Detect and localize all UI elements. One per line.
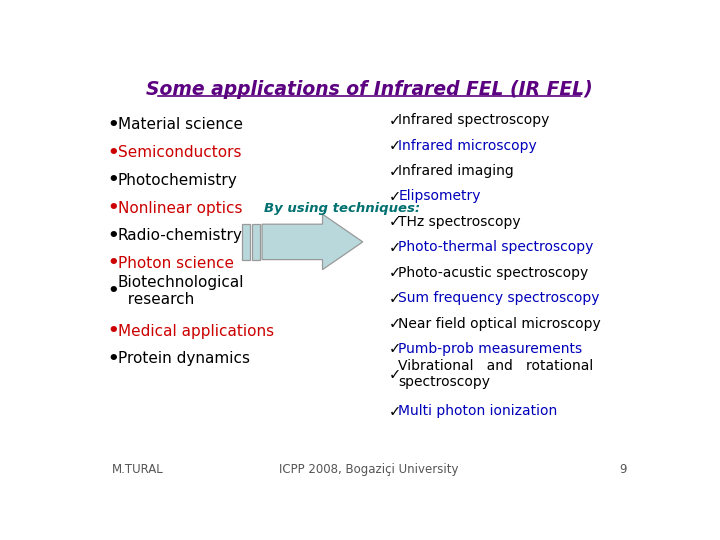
Text: ✓: ✓ bbox=[389, 113, 402, 128]
Text: ICPP 2008, Bogaziçi University: ICPP 2008, Bogaziçi University bbox=[279, 463, 459, 476]
Text: •: • bbox=[107, 116, 119, 134]
Text: M.TURAL: M.TURAL bbox=[112, 463, 163, 476]
Text: •: • bbox=[107, 350, 119, 368]
Text: Multi photon ionization: Multi photon ionization bbox=[398, 404, 558, 418]
Text: Photo-acustic spectroscopy: Photo-acustic spectroscopy bbox=[398, 266, 589, 280]
Text: •: • bbox=[107, 282, 119, 300]
FancyBboxPatch shape bbox=[242, 224, 250, 260]
Text: Photochemistry: Photochemistry bbox=[118, 173, 238, 188]
Text: ✓: ✓ bbox=[389, 240, 402, 255]
Text: ✓: ✓ bbox=[389, 341, 402, 356]
Text: Medical applications: Medical applications bbox=[118, 323, 274, 339]
Text: •: • bbox=[107, 144, 119, 161]
Text: ✓: ✓ bbox=[389, 316, 402, 331]
Text: Protein dynamics: Protein dynamics bbox=[118, 352, 250, 367]
Text: Near field optical microscopy: Near field optical microscopy bbox=[398, 316, 601, 330]
Text: ✓: ✓ bbox=[389, 404, 402, 419]
Text: Photo-thermal spectroscopy: Photo-thermal spectroscopy bbox=[398, 240, 594, 254]
Text: ✓: ✓ bbox=[389, 189, 402, 204]
Text: ✓: ✓ bbox=[389, 138, 402, 153]
Text: •: • bbox=[107, 199, 119, 217]
Text: Pumb-prob measurements: Pumb-prob measurements bbox=[398, 342, 582, 356]
Text: Elipsometry: Elipsometry bbox=[398, 190, 481, 204]
Text: ✓: ✓ bbox=[389, 367, 402, 382]
Text: •: • bbox=[107, 254, 119, 273]
Text: Infrared microscopy: Infrared microscopy bbox=[398, 139, 537, 153]
Text: Biotechnological
  research: Biotechnological research bbox=[118, 275, 244, 307]
Text: ✓: ✓ bbox=[389, 265, 402, 280]
Text: Infrared imaging: Infrared imaging bbox=[398, 164, 514, 178]
Text: By using techniques:: By using techniques: bbox=[264, 202, 420, 215]
Text: Radio-chemistry: Radio-chemistry bbox=[118, 228, 243, 243]
Text: THz spectroscopy: THz spectroscopy bbox=[398, 215, 521, 229]
Text: Some applications of Infrared FEL (IR FEL): Some applications of Infrared FEL (IR FE… bbox=[145, 80, 593, 99]
Text: Photon science: Photon science bbox=[118, 256, 234, 271]
Text: Nonlinear optics: Nonlinear optics bbox=[118, 200, 243, 215]
FancyBboxPatch shape bbox=[252, 224, 260, 260]
Text: Semiconductors: Semiconductors bbox=[118, 145, 241, 160]
Text: ✓: ✓ bbox=[389, 164, 402, 179]
Text: Infrared spectroscopy: Infrared spectroscopy bbox=[398, 113, 550, 127]
Text: ✓: ✓ bbox=[389, 291, 402, 306]
Text: 9: 9 bbox=[618, 463, 626, 476]
Text: •: • bbox=[107, 322, 119, 340]
Text: Material science: Material science bbox=[118, 117, 243, 132]
Text: ✓: ✓ bbox=[389, 214, 402, 230]
Text: •: • bbox=[107, 171, 119, 190]
Text: Vibrational   and   rotational
spectroscopy: Vibrational and rotational spectroscopy bbox=[398, 359, 594, 389]
Text: •: • bbox=[107, 227, 119, 245]
Text: Sum frequency spectroscopy: Sum frequency spectroscopy bbox=[398, 291, 600, 305]
FancyArrow shape bbox=[262, 214, 363, 269]
